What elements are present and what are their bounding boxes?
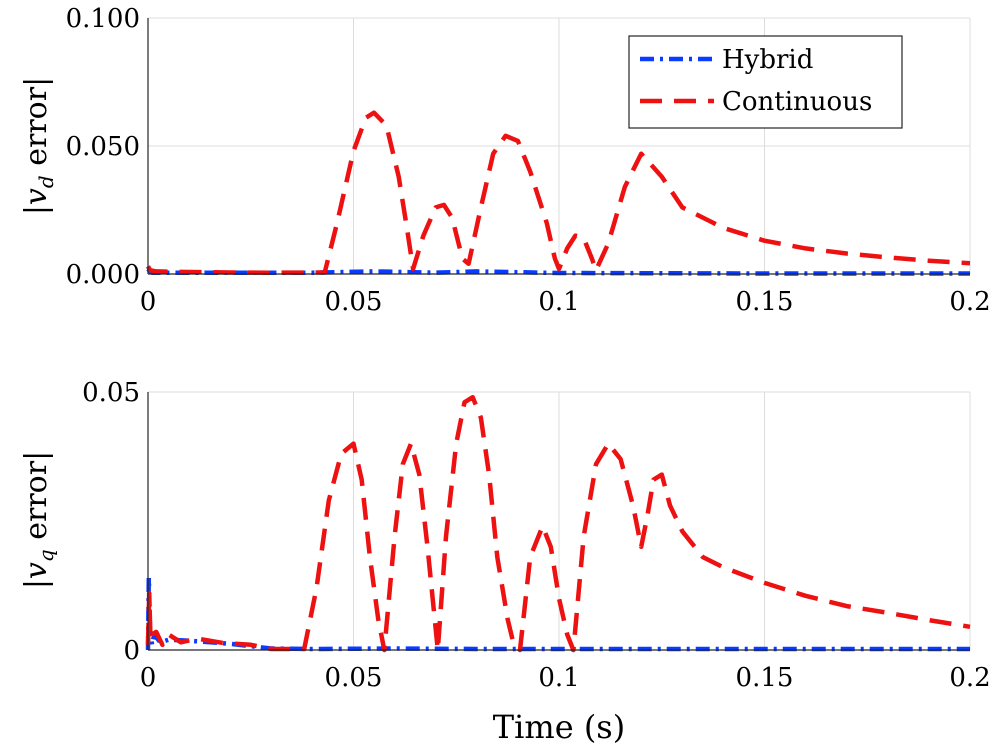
top-panel: 0 0.05 0.1 0.15 0.2 0.000 0.050 0.100 |vd error|… [19,4,991,317]
y-tick-label: 0.000 [66,260,140,290]
y-axis-label: |vq error| [19,451,58,589]
x-tick-label: 0.05 [325,287,383,317]
y-tick-label: 0.05 [82,378,140,408]
series-line-hybrid [145,575,970,652]
x-axis-label: Time (s) [493,708,625,746]
x-tick-label: 0 [140,663,157,693]
x-tick-label: 0.15 [736,287,794,317]
legend-box [628,35,903,129]
x-tick-label: 0.2 [949,287,990,317]
series-line-continuous [146,110,971,275]
x-tick-label: 0.1 [538,663,579,693]
x-tick-label: 0.05 [325,663,383,693]
x-tick-label: 0.1 [538,287,579,317]
x-tick-label: 0.2 [949,663,990,693]
y-axis-label: |vd error| [19,77,58,215]
bottom-panel: 0 0.05 0.1 0.15 0.2 0 0.05 |vq error| Time (s) [19,378,991,746]
y-tick-label: 0.100 [66,4,140,34]
legend: Hybrid Continuous [628,35,903,129]
series-line-continuous [145,394,971,653]
legend-label-continuous: Continuous [722,87,872,117]
y-tick-label: 0.050 [66,132,140,162]
x-tick-label: 0.15 [736,663,794,693]
x-tick-label: 0 [140,287,157,317]
legend-label-hybrid: Hybrid [722,45,813,75]
y-tick-label: 0 [123,636,140,666]
